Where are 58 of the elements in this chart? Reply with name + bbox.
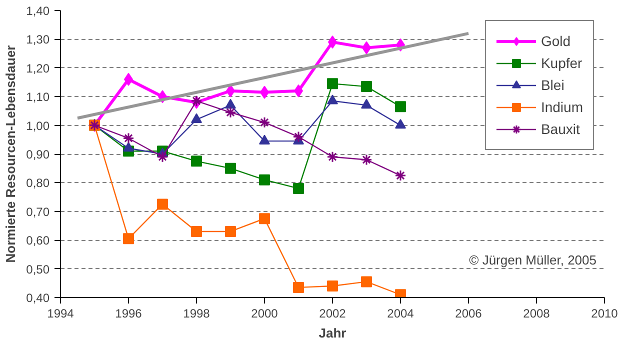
point — [360, 154, 372, 166]
point — [123, 142, 134, 152]
x-tick-label: 2006 — [455, 306, 482, 320]
y-tick-label: 0,60 — [26, 234, 50, 248]
point — [327, 94, 338, 104]
point — [123, 233, 134, 244]
point — [259, 134, 270, 144]
x-tick-label: 1996 — [115, 306, 142, 320]
point — [191, 156, 202, 167]
y-tick-label: 1,30 — [26, 32, 50, 47]
annotation: © Jürgen Müller, 2005 — [469, 252, 597, 268]
point — [292, 131, 304, 143]
legend-label: Bauxit — [540, 121, 580, 137]
x-tick-label: 2010 — [591, 306, 618, 320]
x-tick-label: 2008 — [523, 306, 550, 320]
x-tick-label: 2002 — [319, 306, 346, 320]
y-tick-label: 0,50 — [26, 262, 50, 276]
y-tick-label: 1,10 — [26, 90, 50, 104]
point — [258, 116, 270, 128]
point — [361, 81, 372, 92]
y-tick-label: 0,40 — [26, 291, 50, 305]
x-tick-label: 1998 — [183, 306, 210, 320]
legend-label: Kupfer — [540, 55, 582, 71]
point — [395, 101, 406, 112]
point — [327, 78, 338, 90]
y-tick-label: 0,90 — [26, 148, 50, 162]
x-axis-title: Jahr — [318, 326, 346, 340]
point — [191, 113, 202, 123]
point — [259, 174, 270, 186]
point — [157, 198, 168, 210]
y-tick-label: 1,40 — [26, 4, 50, 18]
y-tick-label: 0,70 — [26, 204, 50, 219]
point — [225, 98, 236, 109]
point — [361, 98, 372, 109]
point — [224, 106, 236, 118]
point — [327, 280, 338, 292]
x-tick-label: 2004 — [387, 306, 414, 320]
y-tick-label: 0,80 — [26, 176, 50, 190]
point — [225, 226, 236, 237]
legend-label: Indium — [540, 99, 583, 115]
point — [293, 282, 304, 293]
y-tick-label: 1,20 — [26, 61, 50, 76]
x-tick-label: 1994 — [47, 306, 74, 320]
legend-label: Blei — [540, 77, 564, 93]
point — [122, 132, 134, 144]
point — [259, 213, 270, 224]
y-tick-label: 1,00 — [26, 118, 50, 133]
point — [361, 276, 372, 288]
x-tick-label: 2000 — [251, 306, 278, 320]
point — [326, 151, 338, 163]
point — [191, 226, 202, 237]
point — [394, 170, 406, 182]
point — [156, 151, 168, 163]
point — [395, 119, 406, 129]
point — [293, 182, 304, 194]
legend-label: Gold — [540, 33, 571, 49]
y-axis-title: Normierte Resourcen-Lebensdauer — [3, 45, 18, 263]
point — [225, 162, 236, 174]
